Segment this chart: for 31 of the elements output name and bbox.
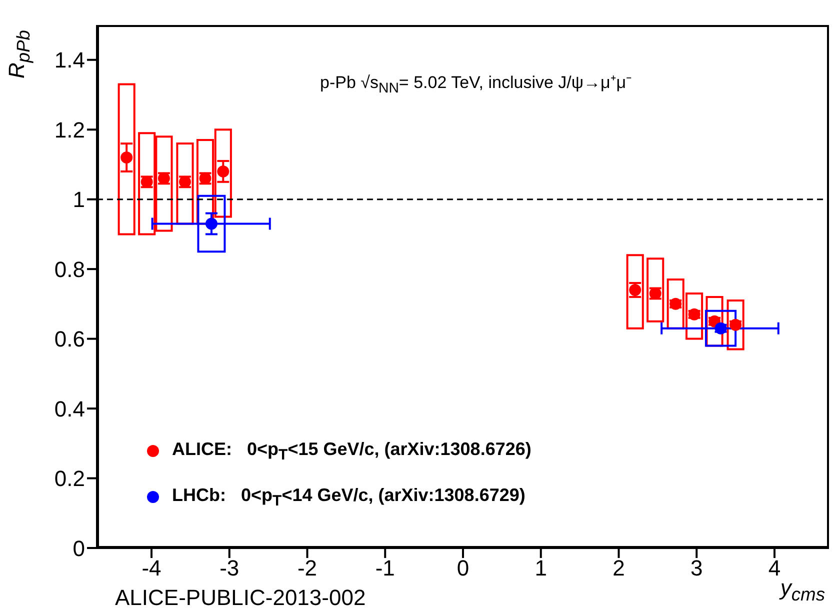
x-tick-label: 0 — [456, 556, 470, 581]
bar — [726, 299, 744, 350]
point — [217, 165, 230, 178]
y-tick-label: 1 — [72, 187, 85, 212]
x-tick-label: 4 — [768, 556, 781, 581]
bar — [626, 254, 644, 330]
x-tick-label: -4 — [142, 556, 162, 581]
point — [120, 151, 133, 164]
annotation: p-Pb √s$_{NN}$= 5.02 TeV, inclusive J/ψ→μ⁺μ⁻ — [320, 72, 632, 96]
bar — [118, 83, 136, 236]
y-tick-label: 0 — [72, 536, 85, 561]
x-tick-label: -2 — [297, 556, 318, 581]
x-tick-label: -1 — [375, 556, 395, 581]
legend-label: LHCb: 0<p$_{T}$<14 GeV/c, (arXiv:1308.6729) — [172, 484, 526, 510]
point — [205, 218, 218, 230]
y-tick-label: 0.8 — [54, 256, 85, 282]
x-axis-title: y$_{cms}$ — [780, 575, 825, 606]
text: ALICE-PUBLIC-2013-002 — [115, 585, 366, 611]
x-tick-label: 1 — [534, 556, 547, 581]
x-tick-label: 2 — [612, 556, 625, 581]
y-tick-label: 0.2 — [54, 466, 85, 492]
bar — [706, 296, 724, 347]
bar — [646, 258, 664, 322]
y-tick-label: 1.2 — [54, 117, 85, 142]
x-tick-label: 3 — [690, 556, 703, 581]
legend-label: ALICE: 0<p$_{T}$<15 GeV/c, (arXiv:1308.6726) — [172, 438, 532, 464]
y-tick-label: 0.4 — [54, 396, 85, 422]
bar — [176, 142, 194, 225]
y-tick-label: 1.4 — [54, 48, 85, 73]
y-tick-label: 0.6 — [54, 326, 85, 352]
x-tick-label: -3 — [220, 556, 240, 581]
